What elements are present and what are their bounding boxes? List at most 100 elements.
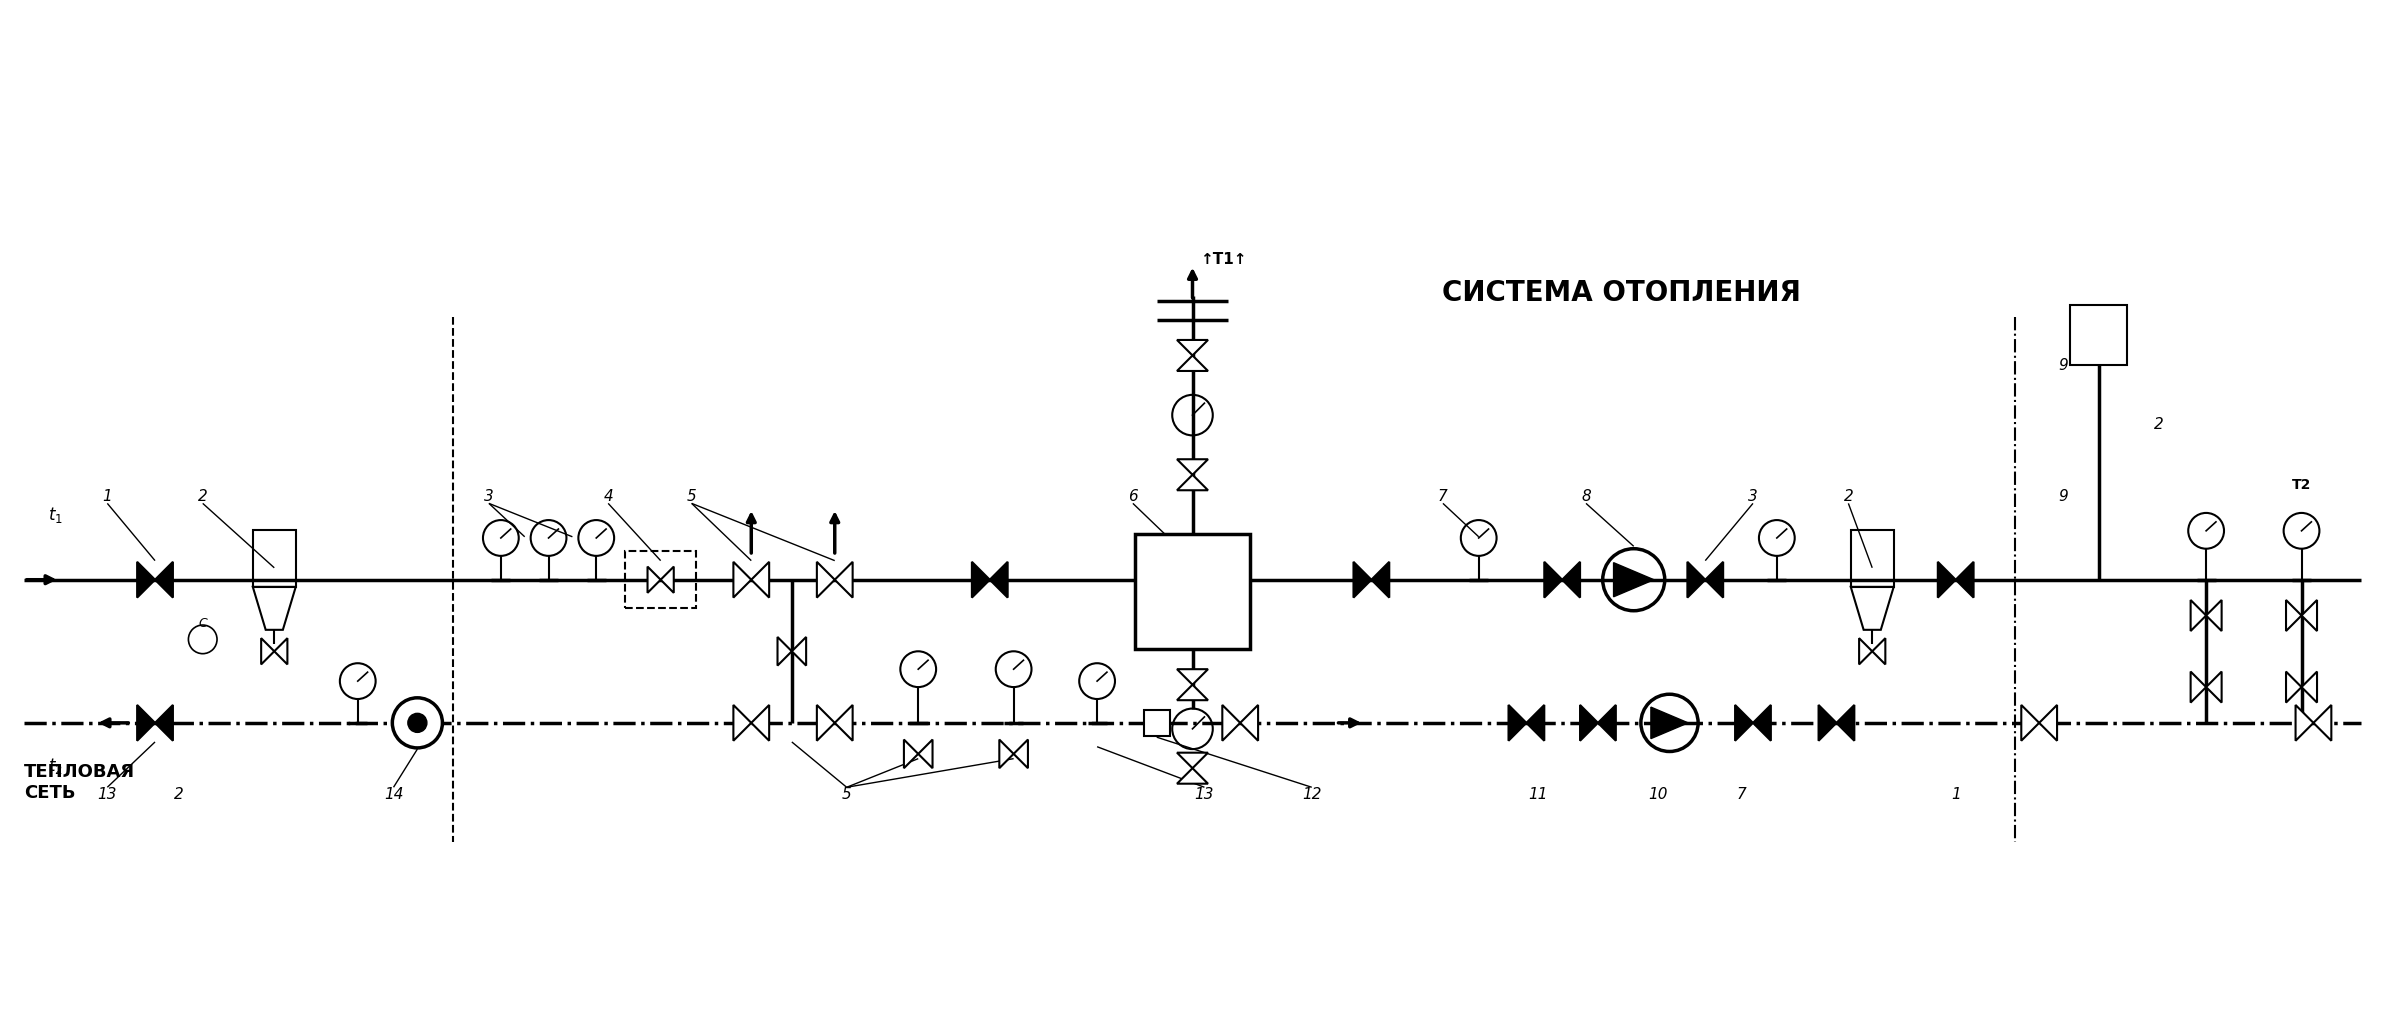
Polygon shape — [1956, 562, 1975, 598]
Bar — [2070, 306, 2127, 365]
Polygon shape — [973, 562, 990, 598]
Text: СИСТЕМА ОТОПЛЕНИЯ: СИСТЕМА ОТОПЛЕНИЯ — [1443, 280, 1801, 308]
Text: 7: 7 — [1438, 489, 1448, 504]
Text: 1: 1 — [103, 489, 112, 504]
Polygon shape — [1817, 705, 1836, 741]
Polygon shape — [778, 637, 792, 665]
Text: 12: 12 — [1302, 787, 1321, 802]
Polygon shape — [1872, 638, 1884, 664]
Text: 3: 3 — [484, 489, 494, 504]
Polygon shape — [274, 638, 289, 664]
Bar — [625, 551, 696, 608]
Polygon shape — [2022, 705, 2039, 741]
Polygon shape — [835, 705, 854, 741]
Text: 4: 4 — [603, 489, 613, 504]
Bar — [1851, 530, 1894, 587]
Polygon shape — [751, 705, 768, 741]
Polygon shape — [751, 562, 768, 598]
Polygon shape — [1178, 669, 1207, 685]
Polygon shape — [816, 705, 835, 741]
Polygon shape — [1598, 705, 1617, 741]
Text: 9: 9 — [2058, 357, 2068, 373]
Text: $t_2$: $t_2$ — [48, 755, 62, 776]
Polygon shape — [1221, 705, 1240, 741]
Polygon shape — [2285, 600, 2302, 631]
Polygon shape — [2302, 671, 2318, 702]
Text: 8: 8 — [1581, 489, 1591, 504]
Text: 2: 2 — [174, 787, 184, 802]
Polygon shape — [1562, 562, 1579, 598]
Polygon shape — [155, 705, 174, 741]
Polygon shape — [1355, 562, 1371, 598]
Polygon shape — [1178, 340, 1207, 355]
Polygon shape — [2313, 705, 2333, 741]
Bar — [253, 530, 296, 587]
Polygon shape — [1689, 562, 1705, 598]
Polygon shape — [1014, 740, 1028, 769]
Polygon shape — [1836, 705, 1856, 741]
Polygon shape — [1178, 355, 1207, 371]
Polygon shape — [1615, 563, 1653, 597]
Text: 2: 2 — [198, 489, 207, 504]
Polygon shape — [155, 562, 174, 598]
Circle shape — [391, 698, 444, 748]
Polygon shape — [2206, 671, 2223, 702]
Text: ↑T1↑: ↑T1↑ — [1200, 252, 1245, 268]
Text: 6: 6 — [1128, 489, 1138, 504]
Polygon shape — [735, 562, 751, 598]
Polygon shape — [792, 637, 806, 665]
Text: 13: 13 — [98, 787, 117, 802]
Polygon shape — [1371, 562, 1388, 598]
Text: T2: T2 — [2292, 478, 2311, 492]
Polygon shape — [918, 740, 933, 769]
Polygon shape — [2302, 600, 2318, 631]
Polygon shape — [2189, 671, 2206, 702]
Text: ТЕПЛОВАЯ
СЕТЬ: ТЕПЛОВАЯ СЕТЬ — [24, 763, 136, 802]
Polygon shape — [1526, 705, 1545, 741]
Polygon shape — [138, 705, 155, 741]
Polygon shape — [661, 566, 675, 593]
Polygon shape — [260, 638, 274, 664]
Bar — [1135, 534, 1250, 649]
Circle shape — [408, 714, 427, 732]
Polygon shape — [1178, 460, 1207, 475]
Polygon shape — [1705, 562, 1722, 598]
Text: 13: 13 — [1195, 787, 1214, 802]
Polygon shape — [2206, 600, 2223, 631]
Polygon shape — [1937, 562, 1956, 598]
Polygon shape — [999, 740, 1014, 769]
Polygon shape — [990, 562, 1006, 598]
Text: 10: 10 — [1648, 787, 1667, 802]
Polygon shape — [1753, 705, 1770, 741]
Text: 11: 11 — [1529, 787, 1548, 802]
Polygon shape — [1579, 705, 1598, 741]
Text: 2: 2 — [1844, 489, 1853, 504]
Polygon shape — [1545, 562, 1562, 598]
Text: 2: 2 — [2154, 417, 2163, 432]
Text: $t_1$: $t_1$ — [48, 505, 62, 525]
Text: C: C — [198, 618, 207, 630]
Polygon shape — [1240, 705, 1259, 741]
Polygon shape — [1736, 705, 1753, 741]
Polygon shape — [1178, 685, 1207, 700]
Text: 5: 5 — [842, 787, 851, 802]
Polygon shape — [1507, 705, 1526, 741]
Polygon shape — [816, 562, 835, 598]
Polygon shape — [2285, 671, 2302, 702]
Polygon shape — [904, 740, 918, 769]
Polygon shape — [1860, 638, 1872, 664]
Polygon shape — [1178, 475, 1207, 491]
Polygon shape — [835, 562, 854, 598]
Polygon shape — [735, 705, 751, 741]
Polygon shape — [1178, 753, 1207, 769]
Polygon shape — [2039, 705, 2056, 741]
Polygon shape — [1650, 708, 1689, 739]
Polygon shape — [2294, 705, 2313, 741]
Polygon shape — [1178, 769, 1207, 784]
Polygon shape — [138, 562, 155, 598]
Text: 5: 5 — [687, 489, 696, 504]
Text: 14: 14 — [384, 787, 403, 802]
Text: 7: 7 — [1736, 787, 1746, 802]
Text: 9: 9 — [2058, 489, 2068, 504]
Text: 1: 1 — [1951, 787, 1960, 802]
